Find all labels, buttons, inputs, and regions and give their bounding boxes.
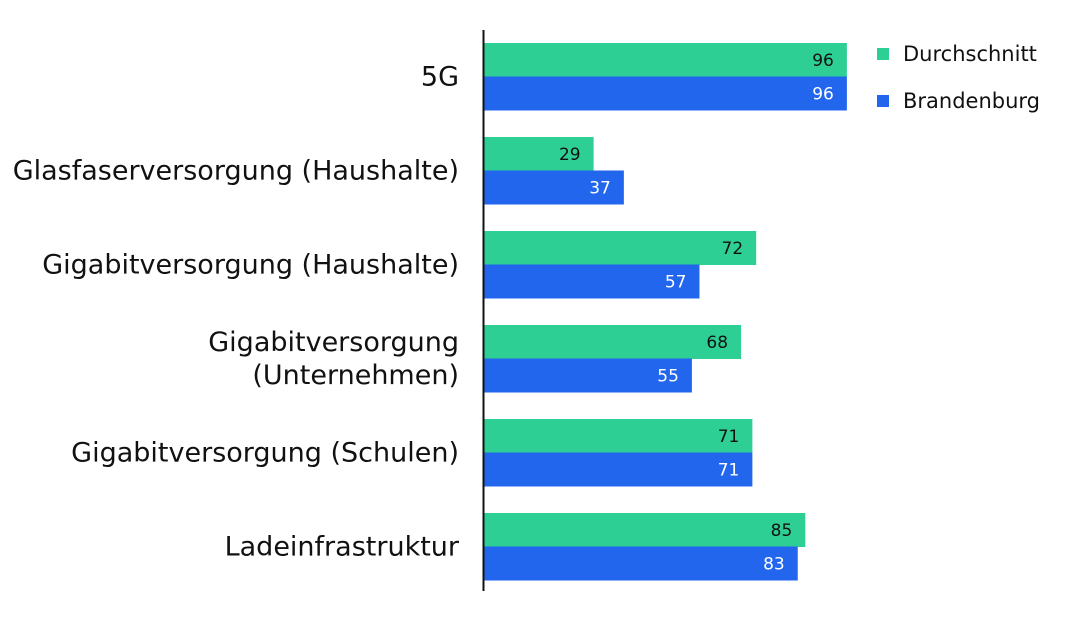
legend-label-durchschnitt: Durchschnitt: [903, 42, 1037, 66]
bar-durchschnitt-6: [484, 513, 806, 547]
data-label-durchschnitt-3: 72: [722, 239, 744, 259]
data-label-brandenburg-6: 83: [763, 554, 785, 574]
bar-brandenburg-1: [484, 76, 847, 111]
data-label-brandenburg-1: 96: [812, 84, 834, 104]
data-label-durchschnitt-1: 96: [812, 51, 834, 71]
bar-durchschnitt-4: [484, 325, 742, 359]
bar-brandenburg-5: [484, 452, 753, 487]
legend-swatch-brandenburg: [877, 95, 889, 107]
bar-brandenburg-3: [484, 264, 700, 299]
bar-brandenburg-2: [484, 170, 624, 205]
bar-brandenburg-6: [484, 546, 798, 581]
data-label-durchschnitt-5: 71: [718, 427, 740, 447]
bar-durchschnitt-2: [484, 137, 594, 171]
category-label-5: Gigabitversorgung (Schulen): [71, 438, 459, 469]
data-label-brandenburg-3: 57: [665, 272, 687, 292]
bar-durchschnitt-5: [484, 419, 753, 453]
category-label-6: Ladeinfrastruktur: [225, 532, 460, 563]
data-label-brandenburg-4: 55: [657, 366, 679, 386]
legend-label-brandenburg: Brandenburg: [903, 89, 1040, 113]
category-label-4-line-1: Gigabitversorgung: [208, 327, 459, 358]
category-label-1: 5G: [421, 62, 459, 93]
category-label-4-line-2: (Unternehmen): [252, 360, 459, 391]
category-labels: 5G Glasfaserversorgung (Haushalte) Gigabit…: [13, 62, 460, 563]
bar-brandenburg-4: [484, 358, 692, 393]
legend: Durchschnitt Brandenburg: [877, 42, 1040, 113]
data-label-durchschnitt-4: 68: [706, 333, 728, 353]
category-label-2: Glasfaserversorgung (Haushalte): [13, 156, 459, 187]
data-label-brandenburg-5: 71: [718, 460, 740, 480]
bars-layer: 96 96 29 37 72 57 68 55 71 71 85 83: [484, 43, 847, 581]
category-label-3: Gigabitversorgung (Haushalte): [42, 250, 459, 281]
bar-durchschnitt-3: [484, 231, 757, 265]
legend-swatch-durchschnitt: [877, 48, 889, 60]
data-label-brandenburg-2: 37: [589, 178, 611, 198]
data-label-durchschnitt-6: 85: [771, 521, 793, 541]
data-label-durchschnitt-2: 29: [559, 145, 581, 165]
bar-durchschnitt-1: [484, 43, 847, 77]
